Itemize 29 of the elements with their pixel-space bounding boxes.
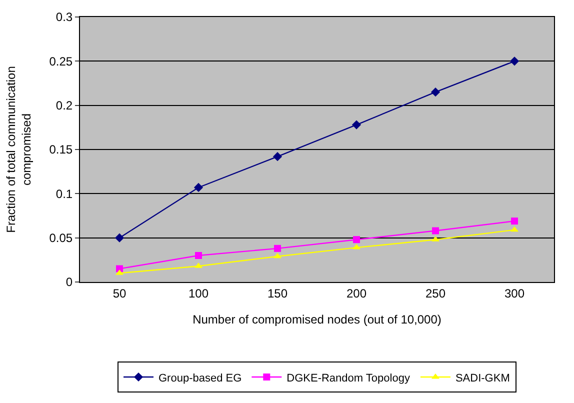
point (194, 182, 204, 192)
point (352, 120, 362, 130)
x-tick-label: 100 (188, 286, 209, 300)
y-tick-label: 0 (66, 275, 73, 290)
point (195, 252, 202, 259)
point (432, 227, 439, 234)
y-tick-label: 0.3 (56, 10, 73, 24)
y-tick-label: 0.2 (56, 98, 73, 113)
point (510, 56, 520, 66)
y-tick-label: 0.05 (49, 231, 73, 246)
y-tick-label: 0.1 (56, 186, 73, 201)
y-axis-title: Fraction of total communication compromised (4, 66, 34, 233)
point (511, 218, 518, 225)
point (274, 244, 281, 252)
x-tick-label: 200 (346, 286, 367, 300)
legend-label: Group-based EG (158, 372, 242, 384)
x-tick-label: 300 (504, 286, 525, 300)
x-tick-label: 50 (112, 286, 126, 300)
legend-label: DGKE-Random Topology (286, 372, 410, 384)
point (272, 152, 282, 162)
y-tick-label: 0.25 (49, 54, 73, 68)
point (353, 236, 360, 244)
point (114, 233, 124, 242)
y-tick-label: 0.15 (49, 142, 73, 157)
point (430, 88, 440, 97)
x-tick-label: 150 (267, 286, 288, 300)
legend-label: SADI-GKM (455, 372, 510, 384)
x-axis-title: Number of compromised nodes (out of 10,000) (192, 312, 442, 326)
x-tick-label: 250 (425, 286, 446, 300)
